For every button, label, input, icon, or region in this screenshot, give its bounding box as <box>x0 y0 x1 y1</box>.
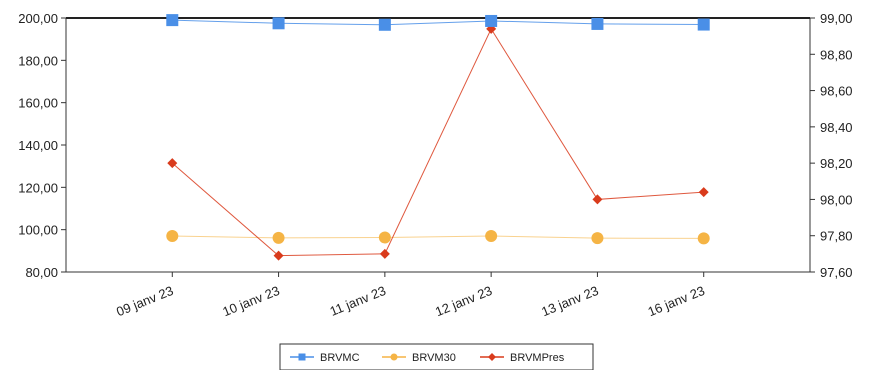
left-tick-label: 200,00 <box>18 11 58 26</box>
legend: BRVMC BRVM30 BRVMPres <box>279 343 594 370</box>
data-point <box>272 17 285 30</box>
series-layer <box>166 14 710 261</box>
left-y-axis: 80,00 100,00 120,00 140,00 160,00 180,00 200,0… <box>18 11 66 280</box>
legend-marker <box>298 353 306 361</box>
series-brvmc <box>166 14 710 31</box>
legend-label: BRVM30 <box>412 352 456 364</box>
left-tick-label: 100,00 <box>18 223 58 238</box>
right-tick-label: 98,00 <box>820 192 853 207</box>
data-point <box>166 230 179 243</box>
data-point <box>166 14 179 27</box>
data-point <box>272 231 285 244</box>
right-tick-label: 98,40 <box>820 120 853 135</box>
data-point <box>697 18 710 31</box>
data-point <box>378 231 391 244</box>
data-point <box>273 250 284 261</box>
data-point <box>379 248 390 259</box>
x-tick-label: 09 janv 23 <box>114 283 175 319</box>
right-tick-label: 99,00 <box>820 11 853 26</box>
data-point <box>591 232 604 245</box>
series-brvm30 <box>166 230 710 245</box>
right-y-axis: 97,60 97,80 98,00 98,20 98,40 98,60 98,80 99,00 <box>810 11 853 280</box>
x-tick-label: 12 janv 23 <box>433 283 494 319</box>
x-tick-label: 11 janv 23 <box>328 283 388 319</box>
data-point <box>592 194 603 205</box>
legend-label: BRVMC <box>320 352 360 364</box>
legend-item-brvmc: BRVMC <box>290 352 360 364</box>
legend-label: BRVMPres <box>510 352 565 364</box>
legend-item-brvmpres: BRVMPres <box>480 352 565 364</box>
legend-marker <box>488 353 496 361</box>
x-axis: 09 janv 23 10 janv 23 11 janv 23 12 janv 23… <box>114 272 707 319</box>
series-brvmpres <box>167 23 709 261</box>
series-line <box>172 19 704 26</box>
legend-marker <box>390 353 398 361</box>
data-point <box>485 230 498 243</box>
data-point <box>697 232 710 245</box>
right-tick-label: 98,20 <box>820 156 853 171</box>
data-point <box>167 158 178 169</box>
right-tick-label: 98,80 <box>820 47 853 62</box>
legend-item-brvm30: BRVM30 <box>382 352 456 364</box>
x-tick-label: 16 janv 23 <box>646 283 707 319</box>
left-tick-label: 160,00 <box>18 96 58 111</box>
right-tick-label: 97,60 <box>820 265 853 280</box>
left-tick-label: 120,00 <box>18 180 58 195</box>
x-tick-label: 13 janv 23 <box>539 283 600 319</box>
legend-box <box>279 343 594 370</box>
data-point <box>591 17 604 30</box>
data-point <box>698 187 709 198</box>
left-tick-label: 180,00 <box>18 53 58 68</box>
right-tick-label: 98,60 <box>820 84 853 99</box>
right-tick-label: 97,80 <box>820 229 853 244</box>
data-point <box>485 14 498 27</box>
data-point <box>378 18 391 31</box>
left-tick-label: 140,00 <box>18 138 58 153</box>
series-line <box>172 235 704 239</box>
series-line <box>171 27 704 257</box>
x-tick-label: 10 janv 23 <box>220 283 281 319</box>
left-tick-label: 80,00 <box>25 265 58 280</box>
